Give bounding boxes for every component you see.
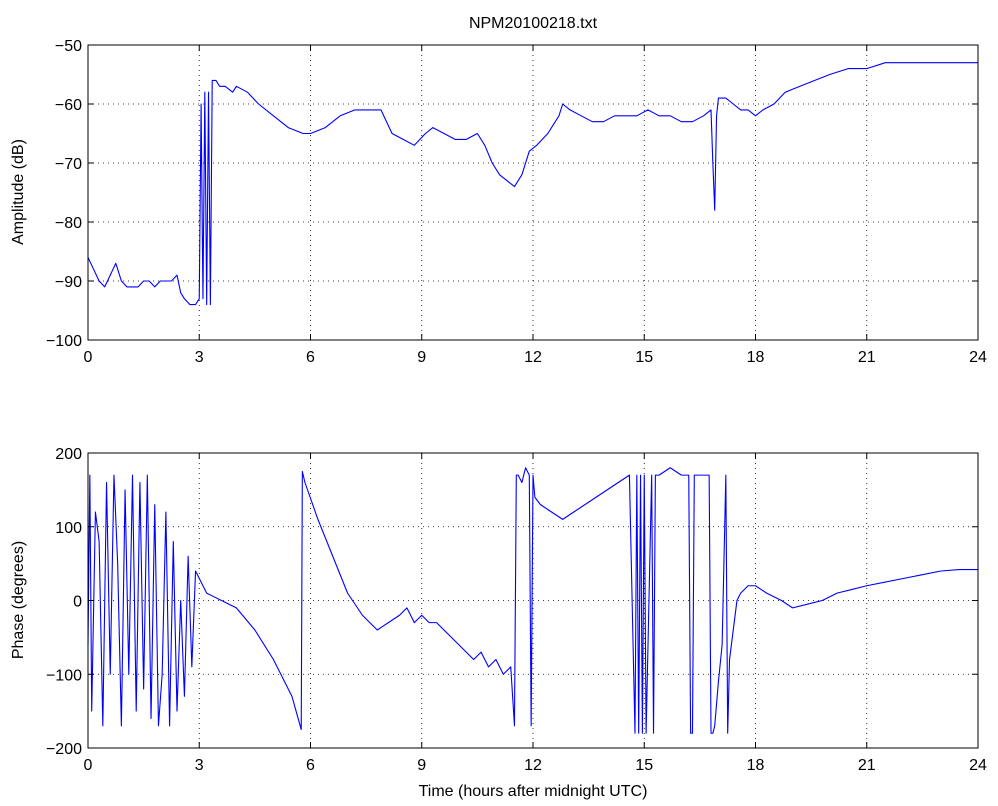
phase-xtick-label: 21 [858, 757, 876, 774]
amplitude-xtick-label: 18 [747, 349, 765, 366]
amplitude-xtick-label: 21 [858, 349, 876, 366]
phase-xlabel: Time (hours after midnight UTC) [419, 783, 648, 800]
amplitude-ytick-label: −100 [46, 333, 82, 350]
amplitude-plot: 0 3 6 9 12 15 18 21 24 −100 −90 −80 −70 −60 −50 [46, 38, 987, 366]
amplitude-ytick-label: −60 [55, 97, 82, 114]
phase-xtick-label: 3 [195, 757, 204, 774]
phase-xtick-label: 12 [524, 757, 542, 774]
amplitude-xtick-label: 24 [969, 349, 987, 366]
phase-ytick-label: 100 [55, 520, 82, 537]
phase-ytick-label: 200 [55, 446, 82, 463]
amplitude-ytick-label: −80 [55, 215, 82, 232]
phase-xtick-label: 24 [969, 757, 987, 774]
amplitude-xtick-label: 6 [306, 349, 315, 366]
phase-xtick-label: 9 [417, 757, 426, 774]
phase-ytick-label: −100 [46, 667, 82, 684]
amplitude-ylabel: Amplitude (dB) [10, 139, 27, 245]
amplitude-ytick-label: −70 [55, 156, 82, 173]
amplitude-series-line [87, 62, 978, 306]
amplitude-ytick-label: −50 [55, 38, 82, 55]
figure-title: NPM20100218.txt [469, 15, 598, 32]
amplitude-ytick-label: −90 [55, 274, 82, 291]
amplitude-xtick-label: 12 [524, 349, 542, 366]
phase-ytick-label: −200 [46, 741, 82, 758]
phase-ytick-label: 0 [73, 594, 82, 611]
phase-xtick-label: 6 [306, 757, 315, 774]
amplitude-xtick-label: 9 [417, 349, 426, 366]
phase-xtick-label: 0 [84, 757, 93, 774]
phase-series-line [87, 467, 978, 734]
phase-ylabel: Phase (degrees) [10, 541, 27, 659]
phase-xtick-label: 18 [747, 757, 765, 774]
amplitude-xtick-label: 15 [635, 349, 653, 366]
phase-xtick-label: 15 [635, 757, 653, 774]
amplitude-xtick-label: 0 [84, 349, 93, 366]
amplitude-xtick-label: 3 [195, 349, 204, 366]
phase-plot: 0 3 6 9 12 15 18 21 24 −200 −100 0 100 200 [46, 446, 987, 774]
